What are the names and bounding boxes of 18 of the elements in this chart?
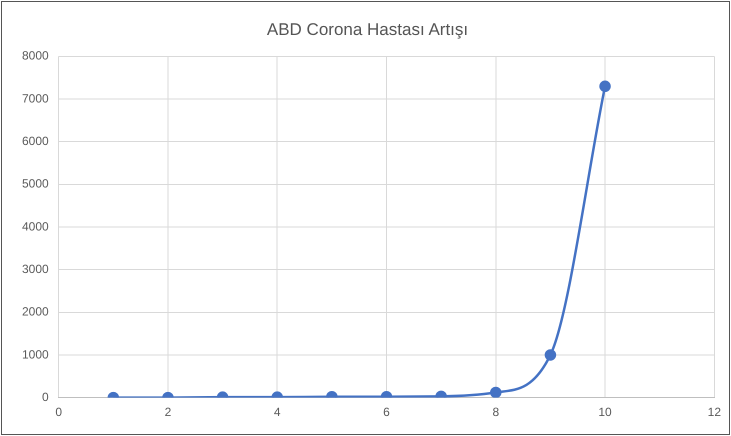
x-tick-label: 12 [708,405,722,420]
y-tick-label: 7000 [22,91,50,106]
y-tick-label: 4000 [22,219,50,234]
x-tick-label: 10 [598,405,612,420]
y-tick-label: 3000 [22,262,50,276]
y-tick-label: 2000 [22,304,50,319]
y-tick-label: 5000 [22,176,50,191]
chart-title: ABD Corona Hastası Artışı [266,20,468,39]
y-tick-label: 1000 [22,347,50,362]
y-tick-label: 0 [42,390,50,404]
x-tick-label: 6 [383,405,390,420]
y-tick-label: 6000 [22,134,50,148]
x-tick-label: 4 [274,405,281,420]
x-tick-label: 2 [164,405,172,420]
x-tick-label: 0 [55,405,62,420]
x-tick-label: 8 [492,405,500,420]
point [599,80,611,92]
y-tick-label: 8000 [22,48,50,63]
